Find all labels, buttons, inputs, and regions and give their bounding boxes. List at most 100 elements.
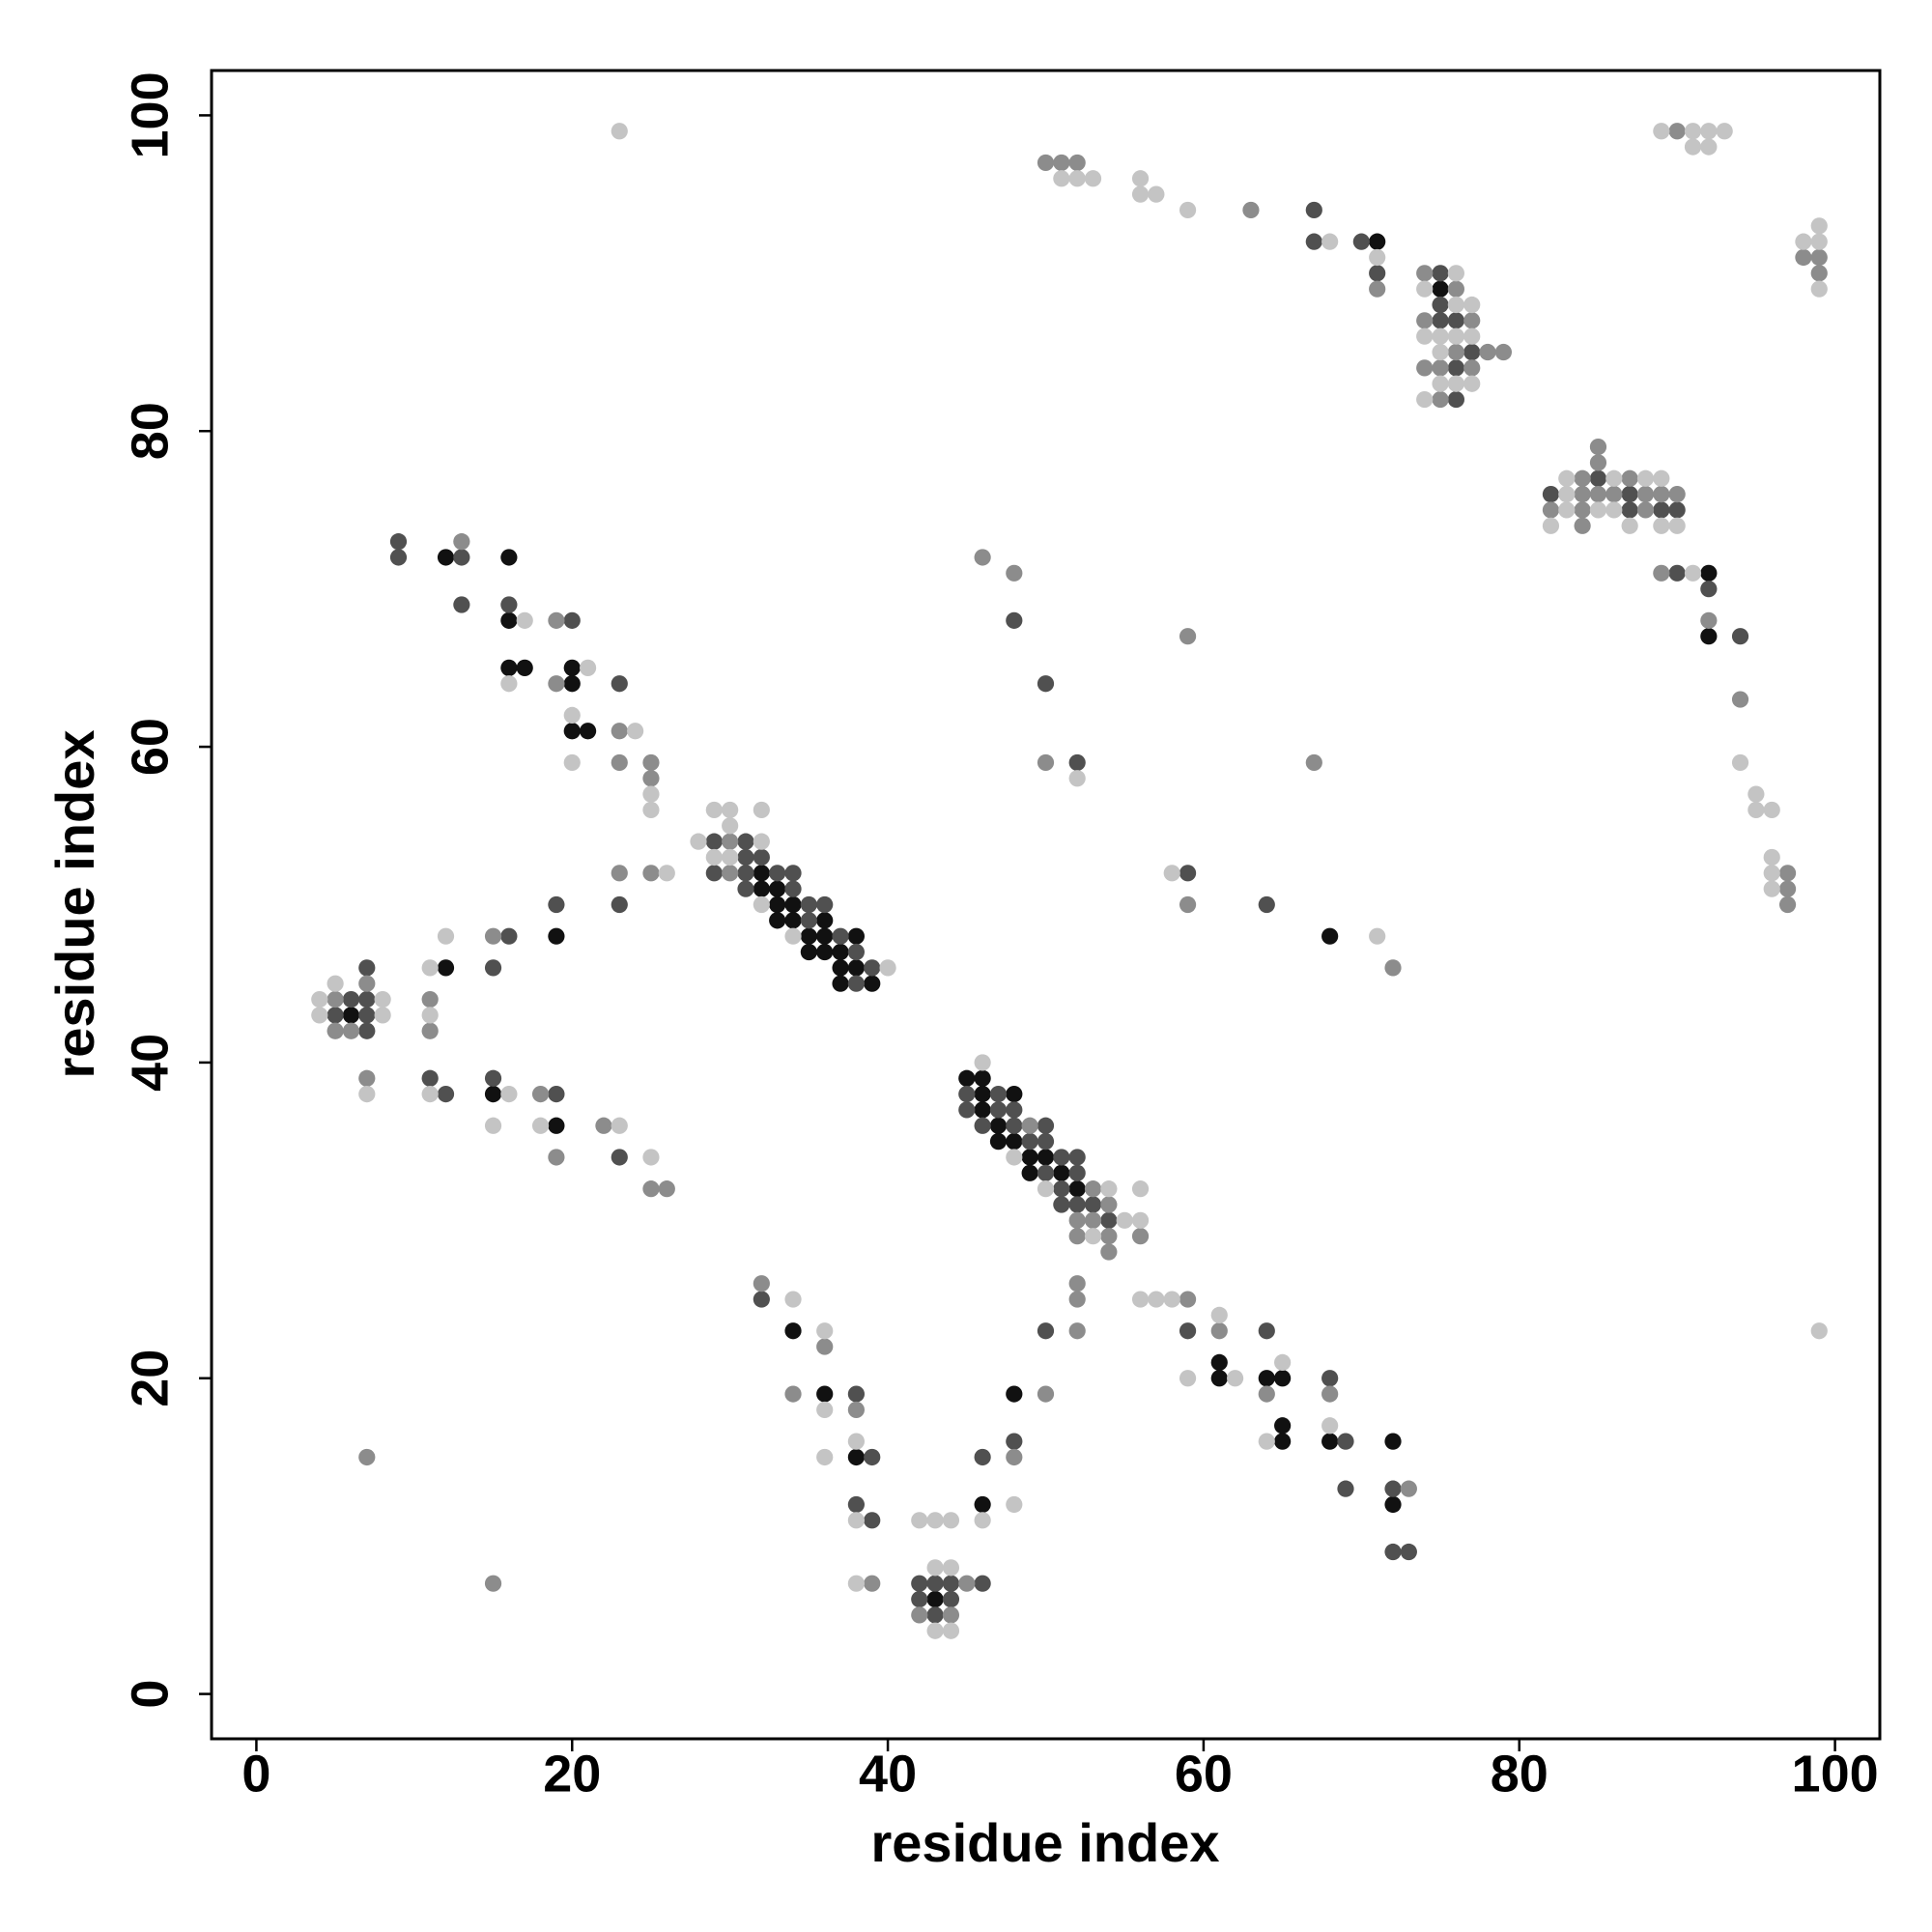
contact-point (1084, 1180, 1102, 1198)
contact-point (1636, 469, 1655, 487)
contact-point (1084, 1228, 1102, 1245)
contact-point (1021, 1164, 1038, 1181)
contact-point (500, 675, 518, 693)
contact-point (879, 959, 896, 977)
contact-point (1605, 486, 1623, 503)
contact-point (1131, 1180, 1150, 1198)
contact-point (1653, 517, 1670, 534)
contact-point (1384, 1495, 1402, 1514)
contact-point (926, 1559, 944, 1577)
contact-point (1369, 280, 1386, 298)
contact-point (1068, 1228, 1086, 1245)
contact-point (1006, 1117, 1023, 1134)
contact-point (1684, 123, 1702, 140)
contact-point (1621, 501, 1638, 519)
contact-point (1021, 1149, 1038, 1166)
contact-point (1321, 1385, 1339, 1403)
contact-point (548, 611, 565, 629)
contact-point (816, 912, 834, 929)
contact-point (342, 1022, 360, 1039)
contact-point (1321, 1433, 1339, 1450)
contact-point (1447, 312, 1464, 329)
contact-point (358, 1007, 376, 1024)
contact-point (1006, 1133, 1023, 1151)
contact-point (642, 865, 660, 882)
contact-point (1006, 1086, 1023, 1103)
contact-point (1258, 895, 1275, 914)
contact-point (1668, 517, 1686, 534)
contact-point (1210, 1370, 1228, 1387)
contact-point (1100, 1243, 1118, 1261)
contact-point (1305, 233, 1322, 250)
contact-point (784, 895, 802, 914)
contact-point (1447, 265, 1464, 282)
contact-point (1400, 1480, 1417, 1497)
contact-point (358, 1448, 376, 1466)
contact-point (1416, 327, 1434, 345)
contact-point (1053, 1149, 1070, 1166)
contact-point (1321, 927, 1339, 945)
contact-point (453, 596, 470, 613)
contact-point (1653, 486, 1670, 503)
x-axis-label: residue index (870, 1812, 1219, 1873)
contact-point (1747, 801, 1765, 819)
contact-point (864, 975, 881, 992)
contact-point (847, 1575, 865, 1592)
contact-point (1589, 501, 1607, 519)
contact-point (1068, 770, 1086, 787)
contact-point (358, 1069, 376, 1087)
contact-point (1668, 564, 1686, 582)
contact-point (847, 943, 865, 961)
contact-point (1006, 564, 1023, 582)
contact-point (1574, 517, 1591, 534)
contact-point (816, 1322, 834, 1340)
contact-point (1432, 343, 1449, 361)
contact-point (1447, 390, 1464, 409)
contact-point (1068, 1322, 1086, 1340)
contact-point (1068, 1180, 1086, 1198)
contact-point (1037, 1133, 1055, 1151)
contact-point (358, 990, 376, 1009)
contact-point (1621, 517, 1638, 534)
contact-point (421, 959, 439, 977)
contact-point (1369, 265, 1386, 282)
contact-point (389, 533, 408, 551)
contact-point (800, 912, 817, 929)
contact-point (722, 801, 739, 819)
contact-point (1810, 280, 1828, 298)
contact-point (374, 1007, 391, 1024)
contact-point (1068, 154, 1086, 172)
contact-point (642, 785, 660, 803)
contact-point (737, 833, 754, 850)
contact-point (1494, 343, 1513, 361)
contact-point (1778, 895, 1797, 914)
contact-point (1053, 1196, 1070, 1213)
contact-point (1305, 753, 1322, 772)
contact-point (1574, 486, 1591, 503)
contact-point (816, 1448, 834, 1466)
contact-point (1542, 486, 1560, 503)
contact-point (500, 549, 518, 566)
contact-point (769, 880, 786, 897)
y-tick-label: 100 (121, 71, 179, 158)
contact-point (1463, 296, 1481, 314)
contact-point (1163, 1291, 1180, 1308)
contact-point (1037, 1322, 1055, 1340)
contact-point (847, 927, 865, 945)
contact-point (769, 912, 786, 929)
contact-point (690, 833, 707, 850)
contact-point (1700, 123, 1718, 140)
contact-point (1321, 233, 1339, 250)
contact-point (705, 833, 723, 850)
contact-point (563, 659, 581, 676)
contact-point (1258, 1433, 1275, 1450)
contact-point (1700, 628, 1718, 645)
contact-point (1731, 691, 1749, 708)
contact-point (437, 549, 455, 566)
contact-point (784, 880, 802, 897)
contact-point (1447, 343, 1464, 361)
contact-point (784, 865, 802, 882)
contact-point (1463, 343, 1481, 361)
contact-point (769, 895, 786, 914)
contact-point (1021, 1133, 1038, 1151)
